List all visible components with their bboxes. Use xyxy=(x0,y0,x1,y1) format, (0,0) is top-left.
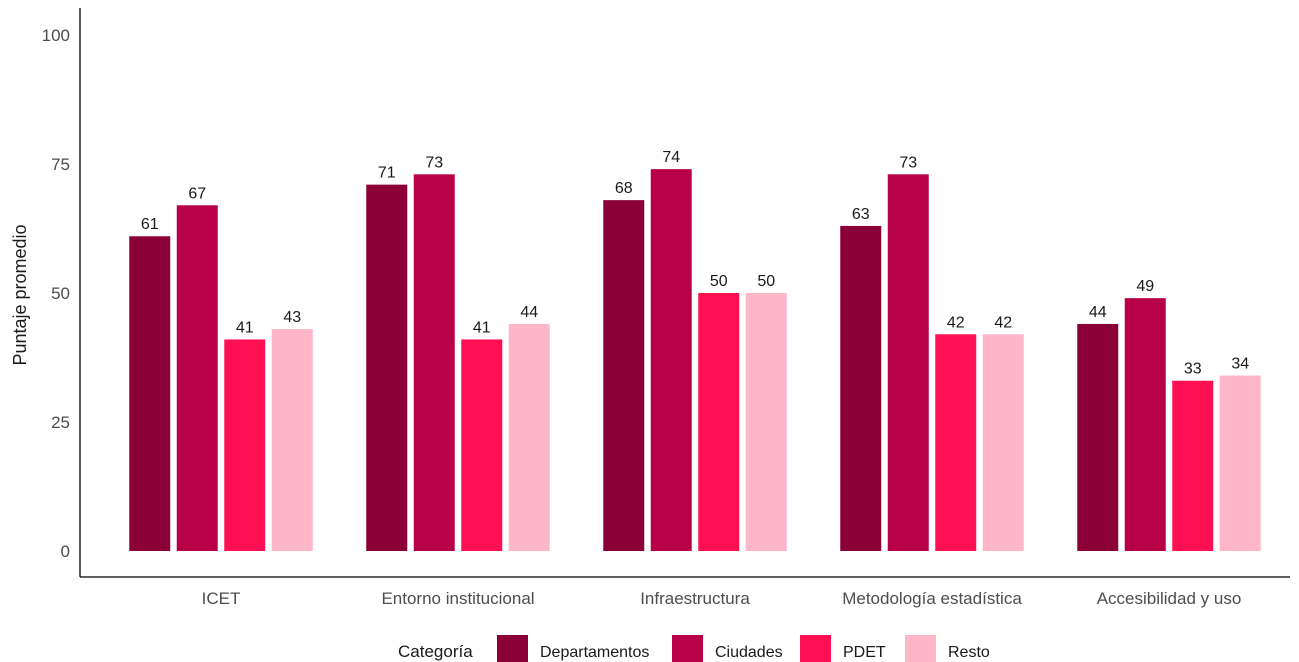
y-tick-label: 0 xyxy=(61,542,70,561)
bar-value-label: 41 xyxy=(236,319,254,336)
bar-value-label: 43 xyxy=(283,309,301,326)
legend-swatch-resto xyxy=(905,635,936,662)
bar-value-label: 44 xyxy=(1089,304,1107,321)
bar-pdet xyxy=(935,334,977,551)
y-tick-label: 100 xyxy=(42,26,70,45)
bar-value-label: 74 xyxy=(662,149,680,166)
value-labels: 61 67 41 43 71 73 41 44 68 74 50 50 63 73 42 42 44 49 33 34 xyxy=(141,149,1249,378)
bar-pdet xyxy=(461,339,503,551)
legend-title: Categoría xyxy=(398,642,473,661)
bar-value-label: 73 xyxy=(425,154,443,171)
x-tick-label: Accesibilidad y uso xyxy=(1097,589,1242,608)
x-tick-label: ICET xyxy=(202,589,241,608)
bar-value-label: 73 xyxy=(899,154,917,171)
bar-resto xyxy=(745,293,787,551)
bar-value-label: 71 xyxy=(378,165,396,182)
y-tick-label: 75 xyxy=(51,155,70,174)
bar-value-label: 42 xyxy=(947,314,965,331)
bar-pdet xyxy=(224,339,266,551)
bar-value-label: 67 xyxy=(188,185,206,202)
bar-ciudades xyxy=(1124,298,1166,551)
bar-departamentos xyxy=(840,225,882,552)
bar-departamentos xyxy=(366,184,408,551)
bar-pdet xyxy=(1172,380,1214,551)
legend-swatch-departamentos xyxy=(497,635,528,662)
bar-departamentos xyxy=(603,200,645,551)
bar-value-label: 63 xyxy=(852,206,870,223)
bar-ciudades xyxy=(650,169,692,551)
legend-label: PDET xyxy=(843,644,886,661)
bar-resto xyxy=(508,323,550,551)
x-tick-label: Entorno institucional xyxy=(381,589,534,608)
bar-departamentos xyxy=(1077,323,1119,551)
bar-pdet xyxy=(698,293,740,551)
legend-swatch-ciudades xyxy=(672,635,703,662)
y-tick-label: 25 xyxy=(51,413,70,432)
x-tick-label: Metodología estadística xyxy=(842,589,1022,608)
legend-swatch-pdet xyxy=(800,635,831,662)
x-tick-label: Infraestructura xyxy=(640,589,750,608)
legend-label: Ciudades xyxy=(715,644,783,661)
bar-value-label: 34 xyxy=(1231,356,1249,373)
y-axis-title: Puntaje promedio xyxy=(10,224,30,365)
y-tick-label: 50 xyxy=(51,284,70,303)
bar-value-label: 50 xyxy=(710,273,728,290)
bar-ciudades xyxy=(887,174,929,551)
legend-label: Resto xyxy=(948,644,990,661)
bars-group xyxy=(129,169,1261,552)
bar-resto xyxy=(982,334,1024,551)
bar-value-label: 33 xyxy=(1184,361,1202,378)
bar-ciudades xyxy=(176,205,218,551)
bar-value-label: 68 xyxy=(615,180,633,197)
bar-value-label: 42 xyxy=(994,314,1012,331)
bar-value-label: 61 xyxy=(141,216,159,233)
bar-ciudades xyxy=(413,174,455,551)
bar-value-label: 49 xyxy=(1136,278,1154,295)
bar-value-label: 50 xyxy=(757,273,775,290)
bar-departamentos xyxy=(129,236,171,552)
x-axis: ICET Entorno institucional Infraestructura… xyxy=(80,576,1290,608)
bar-resto xyxy=(1219,375,1261,551)
y-axis: 0 25 50 75 100 xyxy=(42,8,81,577)
legend-label: Departamentos xyxy=(540,644,649,661)
bar-resto xyxy=(271,329,313,551)
bar-value-label: 44 xyxy=(520,304,538,321)
bar-value-label: 41 xyxy=(473,319,491,336)
legend: Categoría Departamentos Ciudades PDET Resto xyxy=(398,635,990,662)
